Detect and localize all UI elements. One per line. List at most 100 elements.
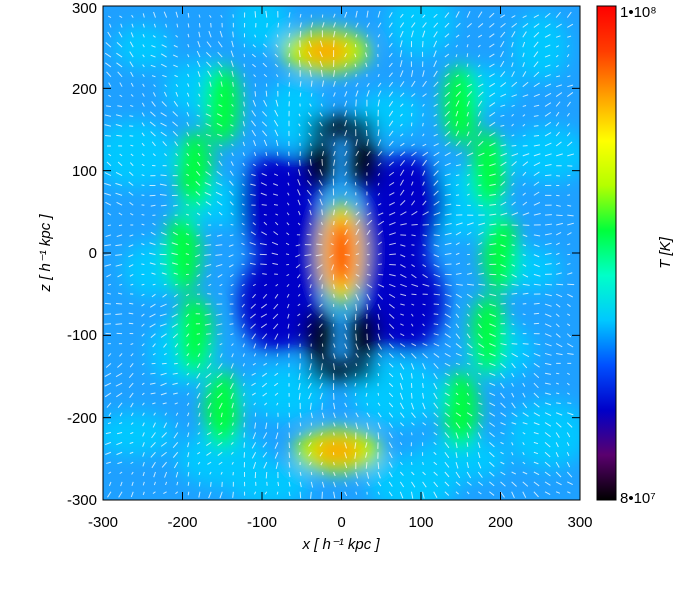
velocity-arrow [355,343,359,350]
velocity-arrow [242,162,245,166]
velocity-arrow [230,442,234,445]
velocity-arrow [163,422,168,429]
velocity-arrow [489,163,496,167]
velocity-arrow [555,65,559,68]
velocity-arrow [333,432,335,436]
velocity-arrow [544,12,551,18]
velocity-arrow [355,303,358,311]
velocity-arrow [118,224,123,227]
velocity-arrow [217,133,223,137]
velocity-arrow [254,491,257,495]
velocity-arrow [511,471,517,475]
velocity-arrow [411,412,416,419]
velocity-arrow [400,283,407,288]
velocity-arrow [489,82,496,88]
velocity-arrow [555,323,560,328]
velocity-arrow [522,451,525,456]
velocity-arrow [142,402,145,406]
velocity-arrow [220,93,223,97]
velocity-arrow [298,210,301,216]
velocity-arrow [344,181,348,186]
velocity-arrow [556,272,562,275]
velocity-arrow [298,60,301,67]
velocity-arrow [511,432,515,435]
velocity-arrow [544,481,551,486]
velocity-arrow [130,412,134,417]
velocity-arrow [377,192,381,196]
velocity-arrow [333,220,335,226]
velocity-arrow [455,352,462,357]
velocity-arrow [388,353,394,359]
velocity-arrow [555,141,562,147]
velocity-arrow [555,54,559,58]
velocity-arrow [150,372,156,375]
velocity-arrow [489,343,496,347]
heatmap-patch [103,120,175,189]
velocity-arrow [422,323,425,327]
velocity-arrow [175,11,179,18]
velocity-arrow [204,182,212,186]
velocity-arrow [187,491,190,496]
velocity-arrow [173,293,179,298]
velocity-arrow [355,34,358,38]
x-tick-label: -100 [247,514,277,531]
velocity-arrow [241,242,245,246]
velocity-arrow [377,303,382,311]
velocity-arrow [533,352,541,357]
velocity-arrow [500,191,506,196]
velocity-arrow [172,333,179,339]
velocity-arrow [274,129,279,137]
velocity-arrow [307,112,312,117]
velocity-arrow [175,491,179,495]
velocity-arrow [489,313,497,317]
velocity-arrow [544,142,552,147]
velocity-arrow [174,402,178,405]
velocity-arrow [544,164,552,167]
velocity-arrow [522,104,527,107]
velocity-arrow [566,442,570,447]
velocity-arrow [500,491,505,498]
velocity-arrow [533,402,540,408]
velocity-arrow [489,451,495,458]
velocity-arrow [444,203,452,206]
velocity-arrow [186,163,190,167]
velocity-arrow [567,184,571,186]
velocity-arrow [533,115,539,117]
velocity-arrow [366,343,371,351]
velocity-arrow [544,422,552,427]
velocity-arrow [399,30,404,38]
velocity-arrow [333,333,335,337]
velocity-arrow [117,402,123,408]
velocity-arrow [253,353,257,357]
velocity-arrow [388,303,395,309]
velocity-arrow [298,452,301,456]
velocity-arrow [333,40,335,48]
velocity-arrow [455,120,459,127]
velocity-arrow [320,222,323,226]
velocity-arrow [220,412,223,418]
velocity-arrow [175,422,179,428]
heatmap-feature [327,215,356,291]
velocity-arrow [115,382,123,387]
velocity-arrow [309,222,312,226]
velocity-arrow [511,412,518,417]
velocity-arrow [388,293,396,299]
velocity-arrow [131,471,134,475]
velocity-arrow [522,114,526,117]
velocity-arrow [533,144,540,147]
velocity-arrow [466,100,470,107]
velocity-arrow [444,53,450,58]
velocity-arrow [243,392,245,397]
velocity-arrow [344,254,351,256]
velocity-arrow [260,192,267,196]
velocity-arrow [232,412,234,418]
velocity-arrow [466,231,472,236]
velocity-arrow [286,273,290,277]
velocity-arrow [219,353,223,358]
velocity-arrow [319,442,323,447]
velocity-arrow [422,283,430,287]
velocity-arrow [388,452,393,459]
velocity-arrow [108,471,112,474]
velocity-arrow [150,231,156,236]
velocity-arrow [411,323,414,327]
